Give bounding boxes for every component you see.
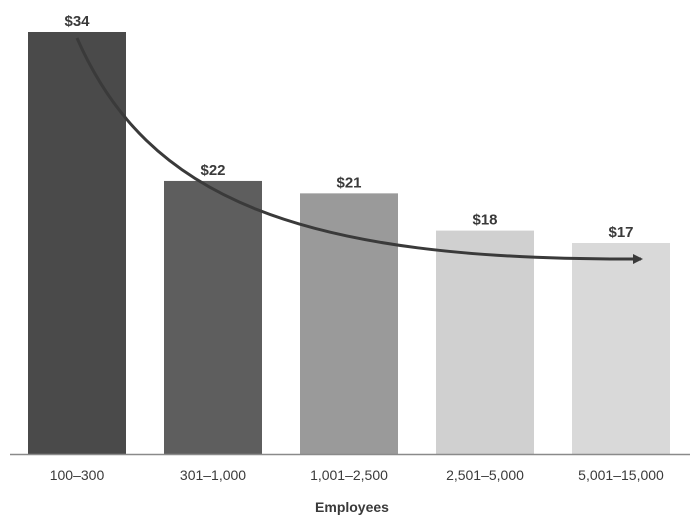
value-label-3: $21 (336, 174, 361, 191)
value-label-4: $18 (472, 212, 497, 229)
x-tick-label-2: 301–1,000 (180, 467, 246, 483)
value-label-5: $17 (608, 224, 633, 241)
bar-3 (300, 193, 398, 454)
x-axis-title: Employees (315, 499, 389, 515)
bars-group (28, 32, 670, 455)
x-tick-label-5: 5,001–15,000 (578, 467, 664, 483)
x-tick-label-3: 1,001–2,500 (310, 467, 388, 483)
value-labels-group: $34 $22 $21 $18 $17 (64, 13, 633, 241)
bar-2 (164, 180, 262, 455)
bar-5 (572, 243, 670, 454)
value-label-2: $22 (200, 162, 225, 179)
value-label-1: $34 (64, 13, 90, 30)
x-tick-labels-group: 100–300 301–1,000 1,001–2,500 2,501–5,000 5,… (50, 467, 664, 483)
bar-1 (28, 32, 126, 454)
x-tick-label-1: 100–300 (50, 467, 105, 483)
x-tick-label-4: 2,501–5,000 (446, 467, 524, 483)
trend-arrow (75, 37, 643, 265)
bar-4 (436, 230, 534, 454)
